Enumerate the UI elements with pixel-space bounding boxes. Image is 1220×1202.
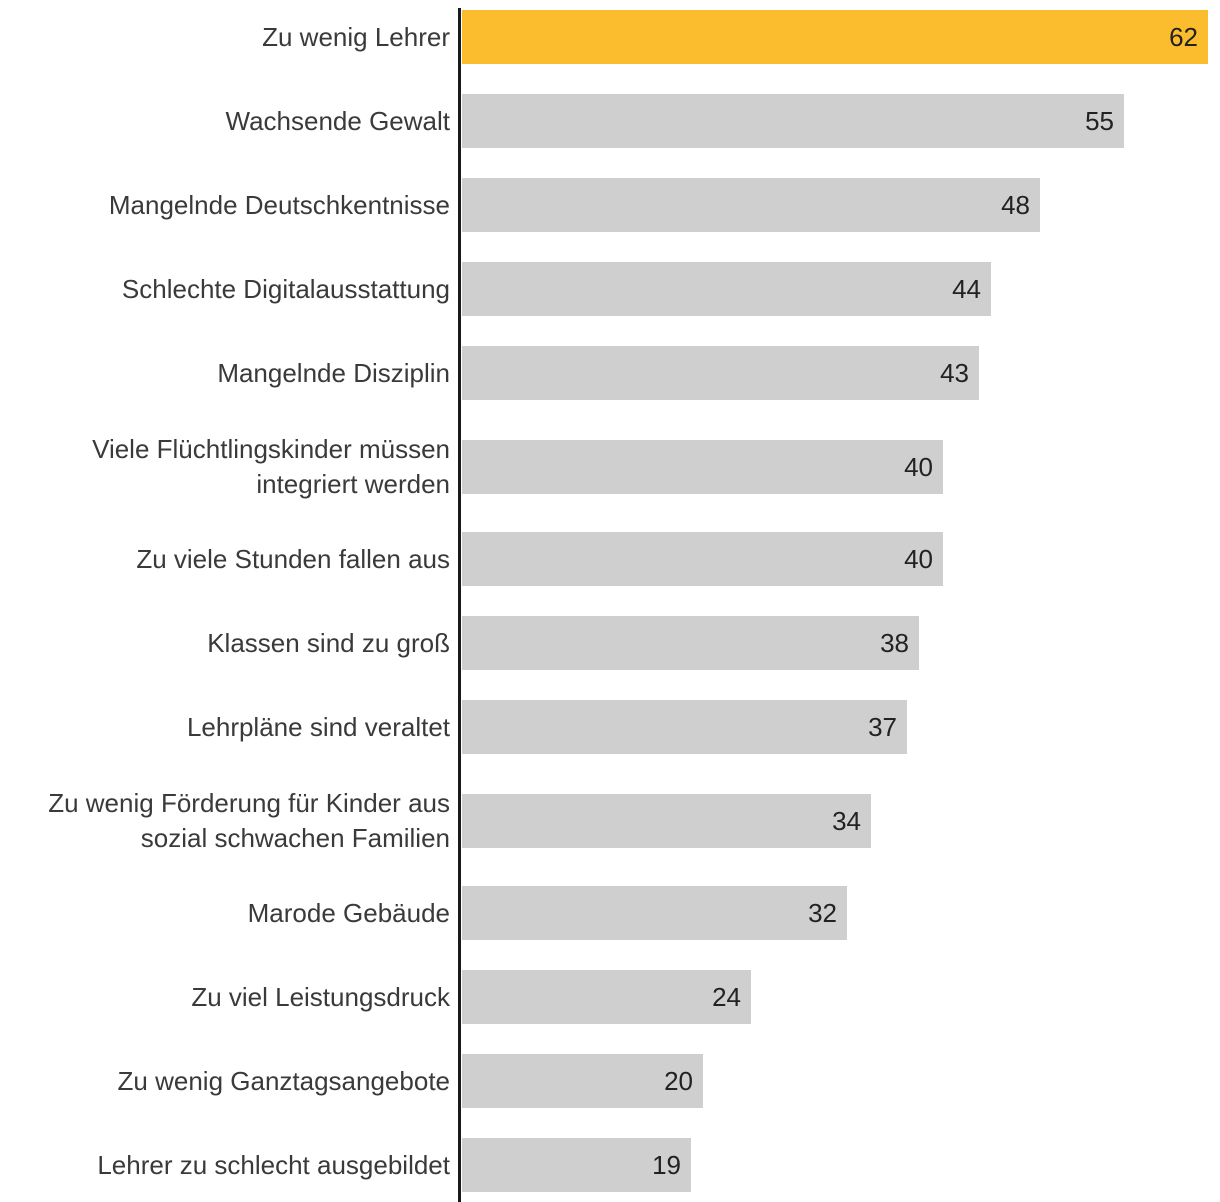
bar-value-label: 38 bbox=[880, 628, 909, 658]
bar: 20 bbox=[462, 1054, 703, 1108]
bar-value-label: 34 bbox=[832, 806, 861, 836]
bar-value-label: 37 bbox=[868, 712, 897, 742]
category-label-line: integriert werden bbox=[256, 469, 450, 499]
bar: 19 bbox=[462, 1138, 691, 1192]
category-label-line: Wachsende Gewalt bbox=[225, 105, 450, 136]
category-label-line: Viele Flüchtlingskinder müssen bbox=[92, 434, 450, 464]
bar-value-label: 55 bbox=[1085, 106, 1114, 136]
bar-value-label: 19 bbox=[652, 1150, 681, 1180]
category-label: Zu viele Stunden fallen aus bbox=[136, 542, 450, 577]
category-label: Mangelnde Disziplin bbox=[217, 356, 450, 391]
bar-value-label: 40 bbox=[904, 452, 933, 482]
category-label: Marode Gebäude bbox=[248, 896, 450, 931]
bar: 40 bbox=[462, 532, 943, 586]
category-label-line: Mangelnde Disziplin bbox=[217, 357, 450, 388]
category-label-line: Lehrer zu schlecht ausgebildet bbox=[97, 1149, 450, 1180]
category-label-line: Zu wenig Förderung für Kinder aus bbox=[48, 788, 450, 818]
category-label-line: Zu wenig Ganztagsangebote bbox=[117, 1065, 450, 1096]
category-label-line: Zu viel Leistungsdruck bbox=[191, 981, 450, 1012]
category-label: Zu wenig Lehrer bbox=[262, 20, 450, 55]
bar-value-label: 20 bbox=[664, 1066, 693, 1096]
category-label: Zu wenig Ganztagsangebote bbox=[118, 1064, 450, 1099]
bar: 32 bbox=[462, 886, 847, 940]
category-label-line: sozial schwachen Familien bbox=[140, 823, 450, 853]
category-label-line: Lehrpläne sind veraltet bbox=[186, 711, 450, 742]
category-label: Viele Flüchtlingskinder müssen integriert… bbox=[92, 432, 450, 502]
category-label: Klassen sind zu groß bbox=[207, 626, 450, 661]
category-label: Zu viel Leistungsdruck bbox=[191, 980, 450, 1015]
category-label-line: Zu viele Stunden fallen aus bbox=[136, 543, 450, 574]
bar: 43 bbox=[462, 346, 979, 400]
category-label: Zu wenig Förderung für Kinder aus sozial … bbox=[48, 786, 450, 856]
bar-value-label: 48 bbox=[1001, 190, 1030, 220]
category-label: Lehrpläne sind veraltet bbox=[187, 710, 450, 745]
bar-value-label: 24 bbox=[712, 982, 741, 1012]
category-label-line: Klassen sind zu groß bbox=[207, 627, 450, 658]
category-label-line: Marode Gebäude bbox=[247, 897, 450, 928]
bar-value-label: 32 bbox=[808, 898, 837, 928]
category-axis-line bbox=[458, 8, 461, 1202]
category-label: Schlechte Digitalausstattung bbox=[122, 272, 450, 307]
bar: 34 bbox=[462, 794, 871, 848]
bar: 62 bbox=[462, 10, 1208, 64]
category-label: Mangelnde Deutschkentnisse bbox=[109, 188, 450, 223]
category-label: Lehrer zu schlecht ausgebildet bbox=[97, 1148, 450, 1183]
bar: 38 bbox=[462, 616, 919, 670]
category-label: Wachsende Gewalt bbox=[226, 104, 450, 139]
bar-value-label: 44 bbox=[952, 274, 981, 304]
category-label-line: Zu wenig Lehrer bbox=[262, 21, 450, 52]
bar-value-label: 43 bbox=[940, 358, 969, 388]
category-label-line: Mangelnde Deutschkentnisse bbox=[108, 189, 450, 220]
bar-value-label: 40 bbox=[904, 544, 933, 574]
bar-value-label: 62 bbox=[1169, 22, 1198, 52]
bar: 44 bbox=[462, 262, 991, 316]
bar: 40 bbox=[462, 440, 943, 494]
bar: 48 bbox=[462, 178, 1040, 232]
bar: 24 bbox=[462, 970, 751, 1024]
bar: 55 bbox=[462, 94, 1124, 148]
category-label-line: Schlechte Digitalausstattung bbox=[121, 273, 450, 304]
bar: 37 bbox=[462, 700, 907, 754]
